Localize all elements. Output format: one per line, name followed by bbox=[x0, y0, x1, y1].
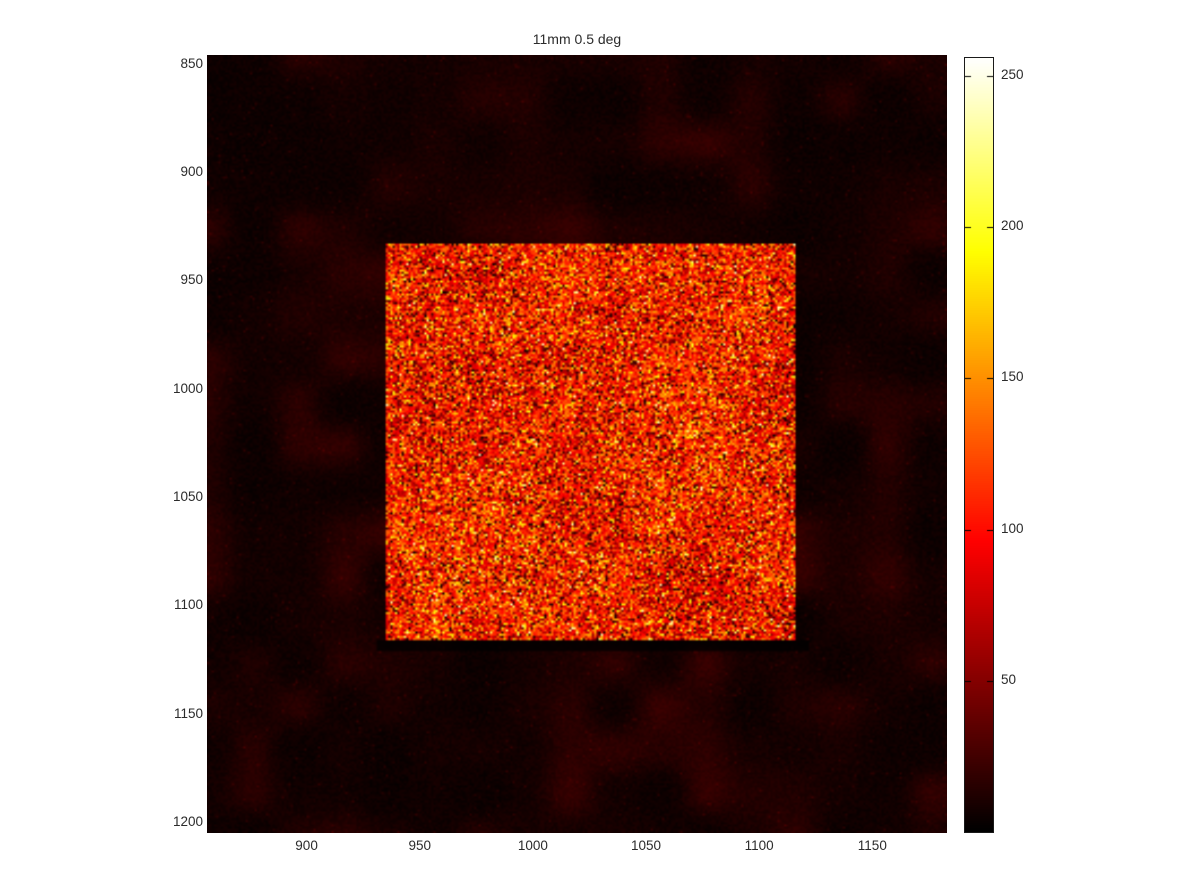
colorbar-tick-label: 250 bbox=[1001, 67, 1024, 82]
y-axis-tick-label: 1000 bbox=[172, 380, 203, 396]
colorbar-tick-label: 50 bbox=[1001, 672, 1017, 687]
y-axis-tick-label: 1050 bbox=[172, 489, 203, 505]
x-axis-tick-label: 1000 bbox=[517, 838, 548, 853]
colorbar-tick-label: 150 bbox=[1001, 369, 1024, 384]
y-axis-tick-label: 900 bbox=[180, 164, 203, 180]
y-axis-tick-label: 950 bbox=[180, 272, 203, 288]
heatmap-image-canvas bbox=[207, 55, 947, 833]
y-axis-tick-label: 850 bbox=[180, 55, 203, 71]
x-axis-tick-label: 1150 bbox=[857, 838, 887, 853]
x-axis-tick-label: 950 bbox=[408, 838, 431, 853]
y-axis-tick-label: 1200 bbox=[172, 814, 203, 830]
x-axis-tick-label: 1050 bbox=[630, 838, 662, 853]
chart-title: 11mm 0.5 deg bbox=[532, 31, 622, 47]
y-axis-tick-label: 1150 bbox=[173, 705, 203, 721]
colorbar-canvas bbox=[964, 57, 994, 833]
colorbar-tick-label: 200 bbox=[1001, 218, 1024, 233]
y-axis-tick-label: 1100 bbox=[173, 597, 203, 613]
x-axis-tick-label: 1100 bbox=[744, 838, 774, 853]
colorbar-tick-label: 100 bbox=[1001, 521, 1024, 536]
x-axis-tick-label: 900 bbox=[295, 838, 318, 853]
